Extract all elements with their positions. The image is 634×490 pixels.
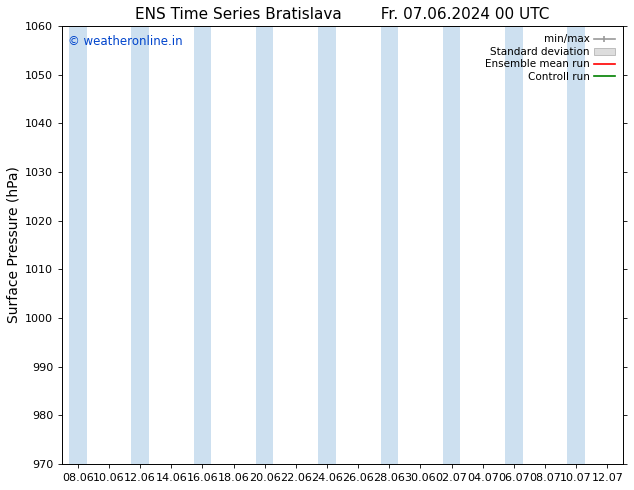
Bar	[567, 26, 585, 464]
Bar	[380, 26, 398, 464]
Y-axis label: Surface Pressure (hPa): Surface Pressure (hPa)	[7, 167, 21, 323]
Bar	[318, 26, 336, 464]
Legend: min/max, Standard deviation, Ensemble mean run, Controll run: min/max, Standard deviation, Ensemble me…	[482, 31, 618, 85]
Bar	[256, 26, 273, 464]
Bar	[505, 26, 522, 464]
Text: © weatheronline.in: © weatheronline.in	[68, 35, 183, 48]
Bar	[69, 26, 87, 464]
Bar	[443, 26, 460, 464]
Bar	[194, 26, 211, 464]
Title: ENS Time Series Bratislava        Fr. 07.06.2024 00 UTC: ENS Time Series Bratislava Fr. 07.06.202…	[136, 7, 550, 22]
Bar	[131, 26, 149, 464]
